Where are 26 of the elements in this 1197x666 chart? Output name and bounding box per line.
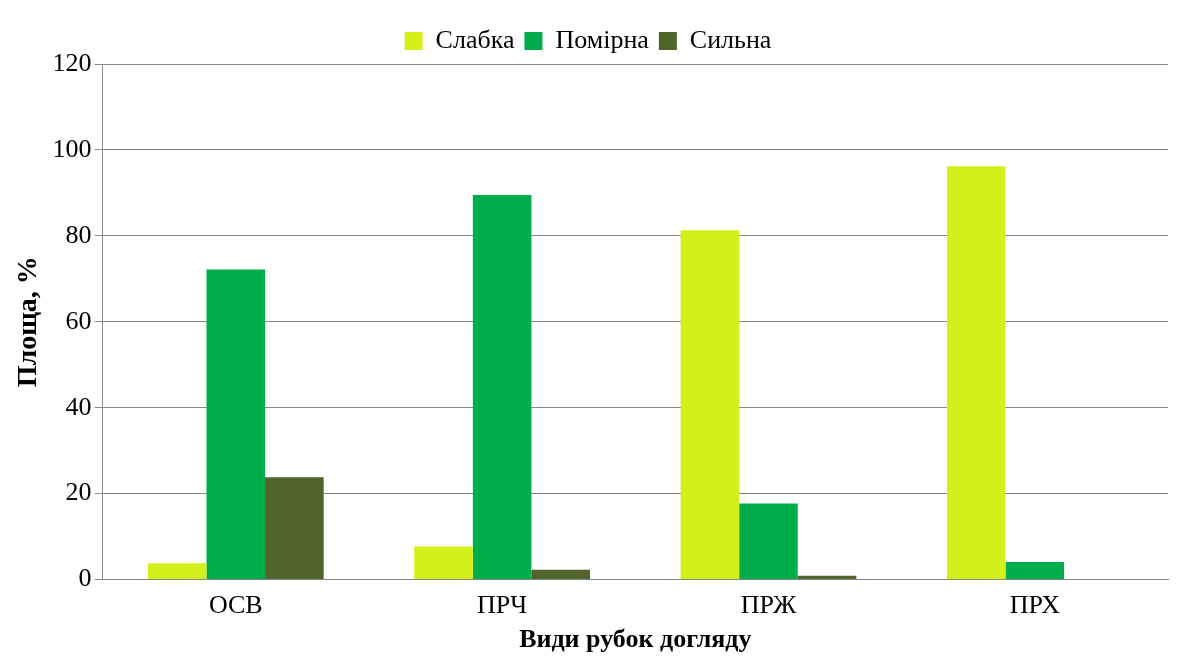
x-tick-label: ПРХ: [1009, 590, 1061, 620]
bar: [265, 477, 324, 580]
legend-label: Сильна: [689, 24, 772, 54]
bar: [680, 230, 740, 580]
x-axis-title: Види рубок догляду: [519, 624, 752, 654]
bar: [1005, 561, 1065, 580]
bar: [147, 563, 207, 580]
y-tick-label: 80: [65, 219, 92, 249]
y-axis-title: Площа, %: [11, 256, 43, 388]
x-tick-label: ПРЖ: [740, 590, 797, 620]
y-tick-label: 20: [65, 477, 92, 507]
y-tick-label: 40: [65, 391, 92, 421]
y-tick-label: 60: [65, 305, 92, 335]
legend-label: Помірна: [555, 24, 650, 54]
bar: [414, 546, 473, 580]
x-tick-label: ПРЧ: [477, 590, 528, 620]
bar: [739, 503, 798, 580]
bar: [472, 195, 532, 580]
bar: [531, 569, 591, 580]
y-tick-label: 100: [52, 133, 92, 163]
y-tick-label: 0: [78, 563, 92, 593]
y-tick-label: 120: [52, 47, 92, 77]
bar: [206, 269, 266, 580]
x-tick-label: ОСВ: [208, 590, 263, 620]
bar: [946, 166, 1006, 580]
legend-label: Слабка: [435, 24, 515, 54]
